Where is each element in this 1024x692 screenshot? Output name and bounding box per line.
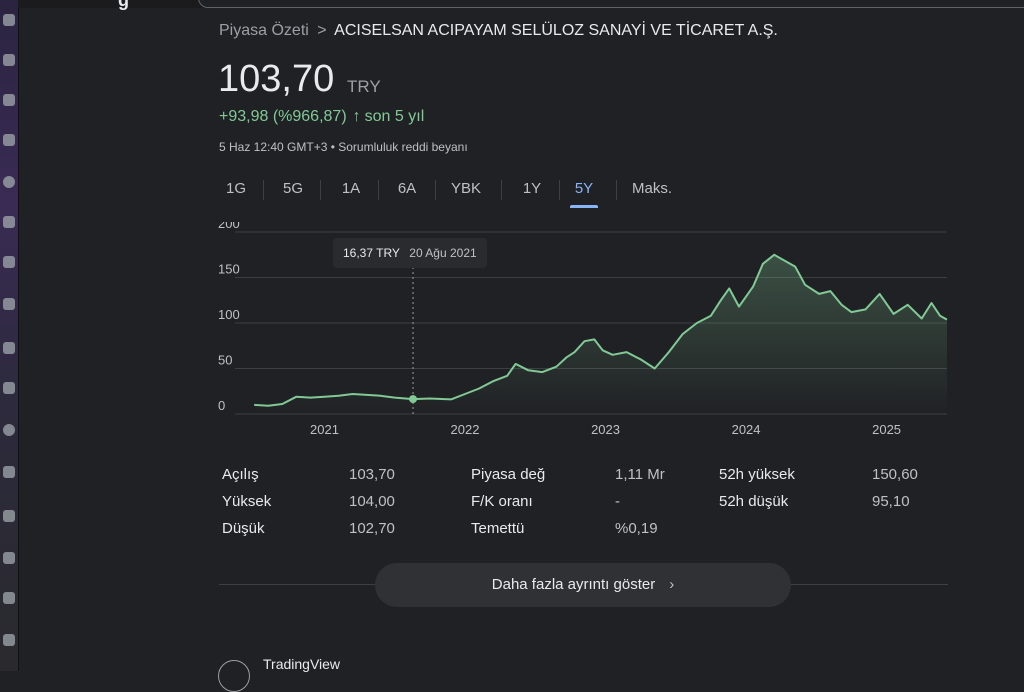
tab-divider bbox=[501, 180, 502, 200]
breadcrumb: Piyasa Özeti > ACISELSAN ACIPAYAM SELÜLO… bbox=[219, 22, 778, 40]
dock-icon-4[interactable] bbox=[3, 134, 15, 146]
dock-icon-6[interactable] bbox=[3, 216, 15, 228]
dock-icon-3[interactable] bbox=[3, 94, 15, 106]
stats-table: Açılış 103,70 Yüksek 104,00 Düşük 102,70… bbox=[222, 462, 952, 552]
stat-value-52w-high: 150,60 bbox=[872, 466, 918, 483]
breadcrumb-root-link[interactable]: Piyasa Özeti bbox=[219, 22, 309, 39]
tab-5g[interactable]: 5G bbox=[282, 180, 303, 197]
stat-label-low: Düşük bbox=[222, 520, 265, 537]
price-line bbox=[254, 253, 948, 407]
stat-value-dividend: %0,19 bbox=[615, 520, 658, 537]
dock-icon-10[interactable] bbox=[3, 382, 15, 394]
stat-label-pe-ratio: F/K oranı bbox=[471, 493, 533, 510]
more-details-label: Daha fazla ayrıntı göster bbox=[491, 576, 656, 593]
tab-divider bbox=[320, 180, 321, 200]
stat-label-dividend: Temettü bbox=[471, 520, 525, 537]
x-tick-label: 2023 bbox=[591, 422, 620, 437]
price-change: +93,98 (%966,87) ↑ son 5 yıl bbox=[219, 108, 424, 126]
stat-value-low: 102,70 bbox=[349, 520, 395, 537]
y-tick-label: 150 bbox=[218, 262, 240, 277]
tooltip-price: 16,37 TRY bbox=[343, 246, 400, 260]
stat-label-52w-low: 52h düşük bbox=[719, 493, 789, 510]
y-tick-label: 200 bbox=[218, 222, 240, 231]
tooltip-date: 20 Ağu 2021 bbox=[409, 246, 477, 260]
stat-value-market-cap: 1,11 Mr bbox=[615, 466, 665, 483]
tab-1g[interactable]: 1G bbox=[225, 180, 246, 197]
tab-1y[interactable]: 1Y bbox=[522, 180, 542, 197]
chevron-right-icon: › bbox=[669, 576, 675, 593]
dock-icon-5[interactable] bbox=[3, 176, 15, 188]
tab-divider bbox=[263, 180, 264, 200]
dock-icon-7[interactable] bbox=[3, 256, 15, 268]
stat-value-52w-low: 95,10 bbox=[872, 493, 910, 510]
stat-value-open: 103,70 bbox=[349, 466, 395, 483]
dock-icon-8[interactable] bbox=[3, 298, 15, 310]
dock-icon-1[interactable] bbox=[3, 14, 15, 26]
tab-1a[interactable]: 1A bbox=[341, 180, 361, 197]
y-tick-label: 0 bbox=[218, 398, 225, 413]
search-box[interactable] bbox=[198, 0, 1024, 8]
stat-label-high: Yüksek bbox=[222, 493, 272, 510]
tradingview-logo-icon bbox=[218, 660, 250, 692]
x-tick-label: 2021 bbox=[310, 422, 339, 437]
stat-value-high: 104,00 bbox=[349, 493, 395, 510]
tab-5y[interactable]: 5Y bbox=[570, 178, 598, 208]
x-tick-label: 2024 bbox=[732, 422, 761, 437]
y-tick-label: 50 bbox=[218, 353, 232, 368]
price-area bbox=[254, 254, 947, 414]
dock-icon-11[interactable] bbox=[3, 424, 15, 436]
tradingview-label[interactable]: TradingView bbox=[263, 656, 341, 672]
more-details-button[interactable]: Daha fazla ayrıntı göster › bbox=[375, 563, 791, 607]
chart-tooltip: 16,37 TRY 20 Ağu 2021 bbox=[333, 238, 487, 268]
tab-max[interactable]: Maks. bbox=[631, 180, 672, 197]
google-logo-fragment: g bbox=[118, 0, 129, 10]
dock-icon-14[interactable] bbox=[3, 552, 15, 564]
dock-icon-12[interactable] bbox=[3, 466, 15, 478]
tab-divider bbox=[378, 180, 379, 200]
tab-divider bbox=[435, 180, 436, 200]
stat-label-open: Açılış bbox=[222, 466, 259, 483]
price-chart[interactable]: 0 50 100 150 200 2021 2022 2023 2024 2025 bbox=[215, 222, 955, 447]
breadcrumb-separator: > bbox=[317, 22, 327, 39]
dock-icon-2[interactable] bbox=[3, 54, 15, 66]
x-tick-label: 2025 bbox=[872, 422, 901, 437]
dock-icon-16[interactable] bbox=[3, 634, 15, 646]
y-tick-label: 100 bbox=[218, 307, 240, 322]
browser-topbar: g bbox=[18, 0, 1024, 10]
app-dock bbox=[0, 0, 19, 671]
currency-label: TRY bbox=[347, 77, 381, 96]
tab-ybk[interactable]: YBK bbox=[450, 180, 481, 197]
crosshair-point bbox=[409, 395, 418, 404]
price-change-period: son 5 yıl bbox=[364, 108, 425, 125]
stat-value-pe-ratio: - bbox=[615, 493, 620, 510]
dock-icon-9[interactable] bbox=[3, 342, 15, 354]
dock-icon-15[interactable] bbox=[3, 592, 15, 604]
tab-divider bbox=[616, 180, 617, 200]
tab-6a[interactable]: 6A bbox=[397, 180, 417, 197]
x-tick-label: 2022 bbox=[451, 422, 480, 437]
price-change-value: +93,98 (%966,87) bbox=[219, 108, 347, 125]
breadcrumb-current: ACISELSAN ACIPAYAM SELÜLOZ SANAYİ VE TİC… bbox=[334, 22, 778, 39]
dock-icon-13[interactable] bbox=[3, 510, 15, 522]
stat-label-52w-high: 52h yüksek bbox=[719, 466, 795, 483]
stock-price: 103,70 bbox=[218, 58, 335, 100]
stat-label-market-cap: Piyasa değ bbox=[471, 466, 546, 483]
quote-timestamp: 5 Haz 12:40 GMT+3 • Sorumluluk reddi bey… bbox=[219, 140, 468, 154]
arrow-up-icon: ↑ bbox=[352, 108, 361, 125]
tab-divider bbox=[559, 180, 560, 200]
